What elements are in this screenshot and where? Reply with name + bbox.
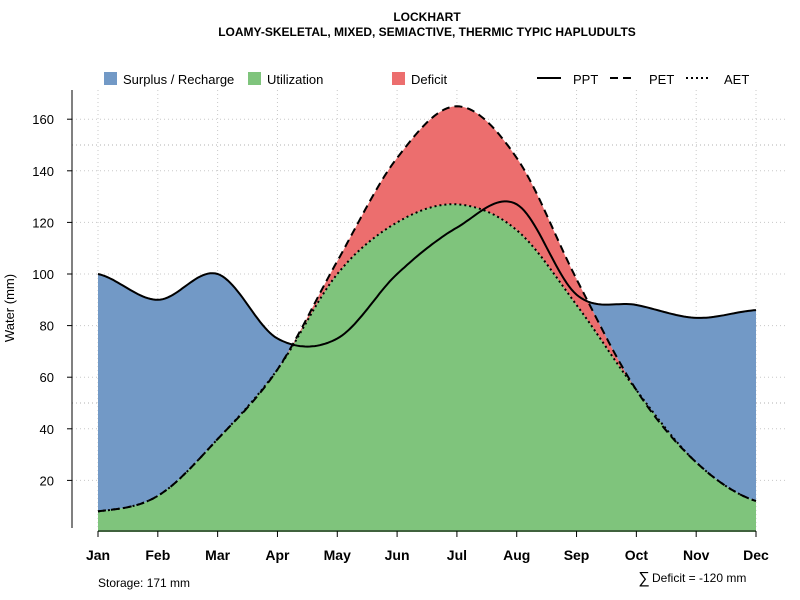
x-tick-label-jul: Jul bbox=[447, 547, 467, 563]
x-tick-label-jun: Jun bbox=[385, 547, 410, 563]
x-tick-label-mar: Mar bbox=[205, 547, 230, 563]
legend-label-pet: PET bbox=[649, 72, 674, 87]
legend-label-utilization: Utilization bbox=[267, 72, 323, 87]
chart-subtitle: LOAMY-SKELETAL, MIXED, SEMIACTIVE, THERM… bbox=[218, 25, 636, 39]
y-tick-label: 160 bbox=[32, 112, 54, 127]
y-tick-label: 100 bbox=[32, 267, 54, 282]
x-tick-label-may: May bbox=[324, 547, 351, 563]
axis-layer: 20 40 60 80 100 120 140 160 Jan Feb Mar Apr May Jun Ju… bbox=[32, 90, 769, 563]
legend-swatch-surplus-recharge bbox=[104, 72, 117, 85]
x-tick-label-sep: Sep bbox=[564, 547, 590, 563]
area-layer bbox=[98, 106, 756, 532]
legend-label-ppt: PPT bbox=[573, 72, 598, 87]
y-tick-label: 60 bbox=[40, 370, 54, 385]
y-tick-label: 140 bbox=[32, 164, 54, 179]
deficit-note: Deficit = -120 mm bbox=[652, 571, 746, 585]
legend-label-aet: AET bbox=[724, 72, 749, 87]
legend-swatch-deficit bbox=[392, 72, 405, 85]
legend-label-surplus-recharge: Surplus / Recharge bbox=[123, 72, 234, 87]
storage-note: Storage: 171 mm bbox=[98, 576, 190, 590]
sigma-symbol: ∑ bbox=[638, 570, 649, 587]
y-tick-label: 120 bbox=[32, 215, 54, 230]
x-tick-label-feb: Feb bbox=[145, 547, 170, 563]
legend: Surplus / Recharge Utilization Deficit PPT P… bbox=[104, 72, 749, 87]
utilization-area bbox=[98, 204, 756, 532]
y-tick-label: 40 bbox=[40, 422, 54, 437]
legend-label-deficit: Deficit bbox=[411, 72, 448, 87]
legend-swatch-utilization bbox=[248, 72, 261, 85]
y-tick-label: 20 bbox=[40, 473, 54, 488]
series-line-aet bbox=[97, 203, 757, 513]
line-layer bbox=[97, 105, 757, 513]
x-tick-label-nov: Nov bbox=[683, 547, 710, 563]
x-tick-label-apr: Apr bbox=[265, 547, 290, 563]
x-tick-label-dec: Dec bbox=[743, 547, 769, 563]
surplus-area bbox=[98, 106, 756, 512]
x-tick-label-aug: Aug bbox=[503, 547, 530, 563]
x-tick-label-jan: Jan bbox=[86, 547, 110, 563]
y-axis-label: Water (mm) bbox=[2, 274, 17, 342]
series-line-ppt bbox=[97, 200, 757, 348]
x-tick-label-oct: Oct bbox=[625, 547, 649, 563]
chart-title: LOCKHART bbox=[393, 10, 461, 24]
deficit-area bbox=[98, 106, 756, 512]
y-tick-label: 80 bbox=[40, 319, 54, 334]
